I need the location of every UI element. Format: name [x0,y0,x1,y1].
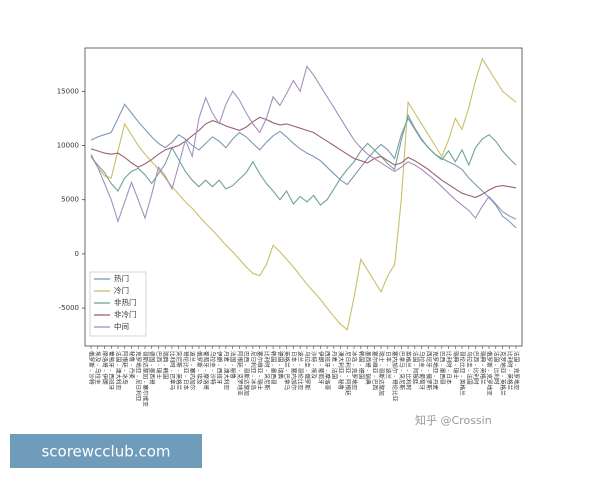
x-tick-label: 韩国 - 墨西哥 [270,351,278,385]
x-tick-label: 法国 - 阿根廷 [411,351,419,385]
x-tick-label: 日本 - 波兰 [384,351,392,379]
legend-label: 非热门 [114,297,137,307]
series-line [90,113,517,206]
y-tick-label: -5000 [59,304,79,312]
series-line [90,116,517,199]
x-tick-label: 巴西 - 比利时 [472,351,480,385]
x-tick-label: 波兰 - 哥伦比亚 [297,351,305,391]
legend-label: 热门 [114,273,129,283]
banner-text: scorewcclub.com [41,443,170,461]
x-tick-label: 英格兰 - 巴拿马 [283,351,291,391]
y-tick-label: 5000 [61,196,79,204]
x-tick-label: 尼日利亚 - 阿根廷 [344,351,352,396]
legend-box [89,271,147,337]
x-tick-label: 克罗地亚 - 尼日利亚 [135,351,143,402]
legend-label: 冷门 [114,285,129,295]
x-tick-label: 塞尔维亚 - 瑞士 [256,351,264,391]
x-tick-label: 比利时 - 突尼斯 [263,351,271,391]
x-tick-label: 乌拉圭 - 葡萄牙 [418,351,426,391]
x-tick-label: 瑞典 - 英格兰 [479,351,487,385]
x-tick-label: 英格兰 - 比利时 [405,351,413,391]
legend-label: 中间 [114,321,129,331]
x-tick-label: 塞尔维亚 - 巴西 [371,351,379,391]
y-tick-label: 10000 [57,142,79,150]
x-tick-label: 丹麦 - 法国 [330,351,338,379]
x-tick-label: 法国 - 澳大利亚 [114,351,122,391]
x-tick-label: 哥伦比亚 - 英格兰 [459,351,467,396]
x-tick-label: 法国 - 比利时 [492,351,500,385]
x-tick-label: 葡萄牙 - 西班牙 [108,351,116,391]
x-tick-label: 乌拉圭 - 法国 [465,351,473,385]
x-tick-label: 阿根廷 - 冰岛 [121,351,129,385]
x-tick-label: 阿根廷 - 克罗地亚 [236,351,244,396]
x-tick-label: 澳大利亚 - 秘鲁 [337,351,345,391]
x-tick-label: 哥伦比亚 - 日本 [182,351,190,391]
x-tick-label: 突尼斯 - 英格兰 [175,351,183,391]
x-tick-label: 葡萄牙 - 摩洛哥 [202,351,210,391]
x-tick-label: 俄罗斯 - 沙特 [88,351,96,385]
watermark: 知乎 @Crossin [415,413,492,427]
x-tick-label: 伊朗 - 葡萄牙 [317,351,325,385]
x-tick-label: 克罗地亚 - 丹麦 [432,351,440,391]
x-tick-label: 丹麦 - 澳大利亚 [222,351,230,391]
x-tick-label: 日本 - 塞内加尔 [290,351,298,391]
x-tick-label: 墨西哥 - 瑞典 [364,351,372,385]
x-tick-label: 瑞典 - 瑞士 [452,351,460,379]
x-tick-label: 西班牙 - 摩洛哥 [324,351,332,391]
y-tick-label: 0 [75,250,79,258]
x-tick-label: 比利时 - 英格兰 [506,351,514,391]
x-tick-label: 乌拉圭 - 沙特 [209,351,217,385]
x-tick-label: 巴西 - 瑞士 [155,351,163,379]
x-tick-label: 克罗地亚 - 英格兰 [499,351,507,396]
x-tick-label: 俄罗斯 - 克罗地亚 [486,351,494,396]
x-tick-label: 伊朗 - 西班牙 [216,351,224,385]
x-tick-label: 瑞士 - 哥斯达黎加 [378,351,386,396]
x-tick-label: 西班牙 - 俄罗斯 [425,351,433,391]
series-line [90,57,517,331]
x-tick-label: 巴西 - 墨西哥 [438,351,445,385]
x-tick-label: 摩洛哥 - 伊朗 [101,351,109,385]
x-tick-label: 尼日利亚 - 冰岛 [249,351,257,391]
x-tick-label: 瑞典 - 韩国 [162,351,170,379]
x-tick-label: 德国 - 瑞典 [276,351,284,379]
x-tick-label: 乌拉圭 - 俄罗斯 [303,351,311,391]
banner-box [10,434,202,468]
x-tick-label: 法国 - 秘鲁 [229,351,237,379]
y-tick-label: 15000 [57,87,79,95]
x-tick-label: 巴西 - 哥斯达黎加 [243,351,251,396]
x-tick-label: 埃及 - 乌拉圭 [94,351,102,385]
x-tick-label: 韩国 - 德国 [357,351,365,379]
x-tick-label: 俄罗斯 - 埃及 [195,351,203,385]
x-tick-label: 秘鲁 - 丹麦 [128,351,136,379]
x-tick-label: 巴拿马 - 突尼斯 [398,351,406,391]
series-line [90,103,517,229]
legend-label: 非冷门 [114,309,137,319]
x-tick-label: 哥斯达黎加 - 塞尔维亚 [141,351,149,407]
x-tick-label: 冰岛 - 克罗地亚 [351,351,359,391]
plot-frame [84,47,523,347]
x-tick-label: 法国 - 克罗地亚 [513,351,521,391]
x-tick-label: 德国 - 墨西哥 [148,351,156,385]
x-tick-label: 比利时 - 巴拿马 [168,351,176,391]
series-line [90,65,517,224]
x-tick-label: 塞内加尔 - 哥伦比亚 [391,351,399,402]
x-tick-label: 波兰 - 塞内加尔 [189,351,197,391]
x-tick-label: 比利时 - 日本 [445,351,453,385]
x-tick-label: 沙特 - 埃及 [310,351,318,379]
